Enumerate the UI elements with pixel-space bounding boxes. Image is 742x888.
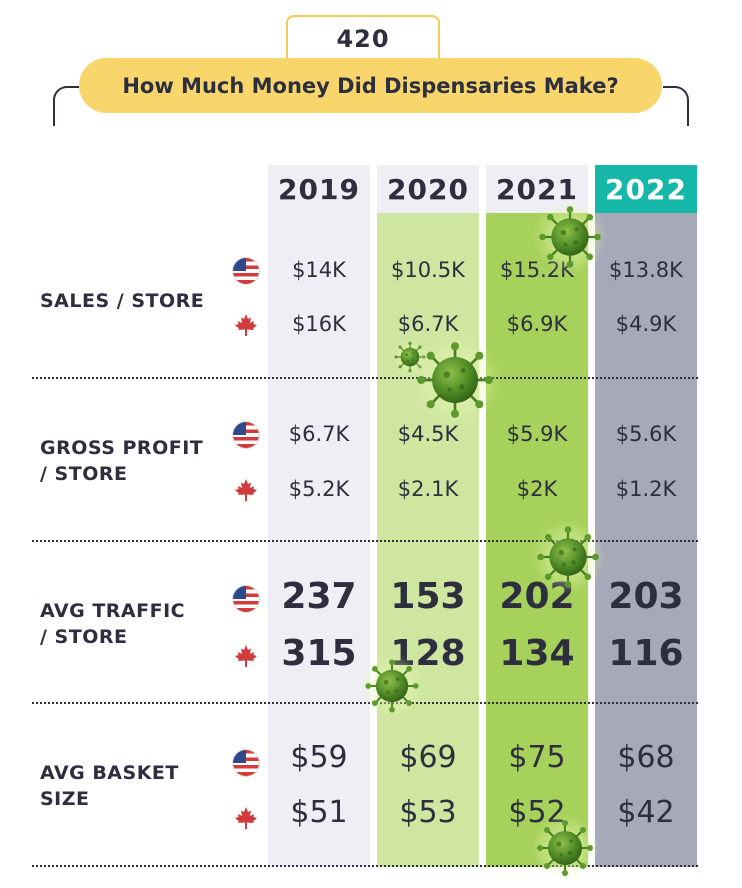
value-cell-ca-2021: $52 bbox=[508, 795, 566, 830]
value-cell-us-2020: $10.5K bbox=[391, 258, 465, 282]
us-flag-icon bbox=[233, 258, 259, 284]
row-separator bbox=[32, 377, 698, 379]
value-cell-ca-2022: $1.2K bbox=[615, 477, 677, 501]
value-cell-ca-2022: $42 bbox=[617, 795, 675, 830]
us-flag-icon bbox=[233, 750, 259, 776]
row-label-line: / STORE bbox=[40, 463, 128, 485]
value-cell-us-2021: $15.2K bbox=[500, 258, 574, 282]
value-cell-us-2022: $68 bbox=[617, 740, 675, 775]
value-cell-us-2021: $75 bbox=[508, 740, 566, 775]
value-cell-ca-2021: 134 bbox=[499, 633, 575, 674]
value-cell-us-2020: $69 bbox=[399, 740, 457, 775]
value-cell-ca-2020: $6.7K bbox=[397, 312, 459, 336]
column-2019-bg bbox=[268, 165, 370, 867]
value-cell-ca-2019: $51 bbox=[290, 795, 348, 830]
bracket-left-decor bbox=[53, 86, 79, 126]
value-cell-ca-2019: $5.2K bbox=[288, 477, 350, 501]
row-separator bbox=[32, 540, 698, 542]
bracket-right-decor bbox=[663, 86, 689, 126]
column-header-2020: 2020 bbox=[377, 165, 479, 213]
value-cell-ca-2021: $2K bbox=[516, 477, 558, 501]
page-title: How Much Money Did Dispensaries Make? bbox=[79, 58, 662, 113]
canada-flag-icon bbox=[235, 645, 257, 667]
column-header-2022: 2022 bbox=[595, 165, 697, 213]
row-label-line: AVG TRAFFIC bbox=[40, 600, 186, 622]
value-cell-us-2022: 203 bbox=[608, 576, 684, 617]
value-cell-us-2021: 202 bbox=[499, 576, 575, 617]
value-cell-us-2019: $14K bbox=[292, 258, 346, 282]
value-cell-ca-2020: 128 bbox=[390, 633, 466, 674]
row-label-line: SIZE bbox=[40, 788, 90, 810]
value-cell-ca-2022: 116 bbox=[608, 633, 684, 674]
value-cell-ca-2019: 315 bbox=[281, 633, 357, 674]
value-cell-us-2019: $6.7K bbox=[288, 422, 350, 446]
row-separator bbox=[32, 865, 698, 867]
column-2021-bg bbox=[486, 165, 588, 867]
row-label-avg-basket: AVG BASKET SIZE bbox=[40, 760, 240, 812]
value-cell-ca-2020: $53 bbox=[399, 795, 457, 830]
us-flag-icon bbox=[233, 422, 259, 448]
value-cell-us-2021: $5.9K bbox=[506, 422, 568, 446]
value-cell-ca-2020: $2.1K bbox=[397, 477, 459, 501]
column-2020-bg bbox=[377, 165, 479, 867]
value-cell-us-2020: $4.5K bbox=[397, 422, 459, 446]
value-cell-us-2019: 237 bbox=[281, 576, 357, 617]
value-cell-us-2022: $5.6K bbox=[615, 422, 677, 446]
column-2022-bg bbox=[595, 165, 697, 867]
kicker-label: 420 bbox=[286, 15, 440, 61]
value-cell-ca-2022: $4.9K bbox=[615, 312, 677, 336]
value-cell-ca-2021: $6.9K bbox=[506, 312, 568, 336]
value-cell-us-2020: 153 bbox=[390, 576, 466, 617]
row-separator bbox=[32, 702, 698, 704]
us-flag-icon bbox=[233, 586, 259, 612]
row-label-gross-profit: GROSS PROFIT / STORE bbox=[40, 435, 240, 487]
row-label-avg-traffic: AVG TRAFFIC / STORE bbox=[40, 598, 240, 650]
column-header-2021: 2021 bbox=[486, 165, 588, 213]
canada-flag-icon bbox=[235, 314, 257, 336]
canada-flag-icon bbox=[235, 807, 257, 829]
value-cell-ca-2019: $16K bbox=[292, 312, 346, 336]
canada-flag-icon bbox=[235, 479, 257, 501]
row-label-line: AVG BASKET bbox=[40, 762, 179, 784]
row-label-line: / STORE bbox=[40, 626, 128, 648]
row-label-line: GROSS PROFIT bbox=[40, 437, 204, 459]
column-header-2019: 2019 bbox=[268, 165, 370, 213]
row-label-sales-store: SALES / STORE bbox=[40, 290, 205, 312]
value-cell-us-2022: $13.8K bbox=[609, 258, 683, 282]
value-cell-us-2019: $59 bbox=[290, 740, 348, 775]
